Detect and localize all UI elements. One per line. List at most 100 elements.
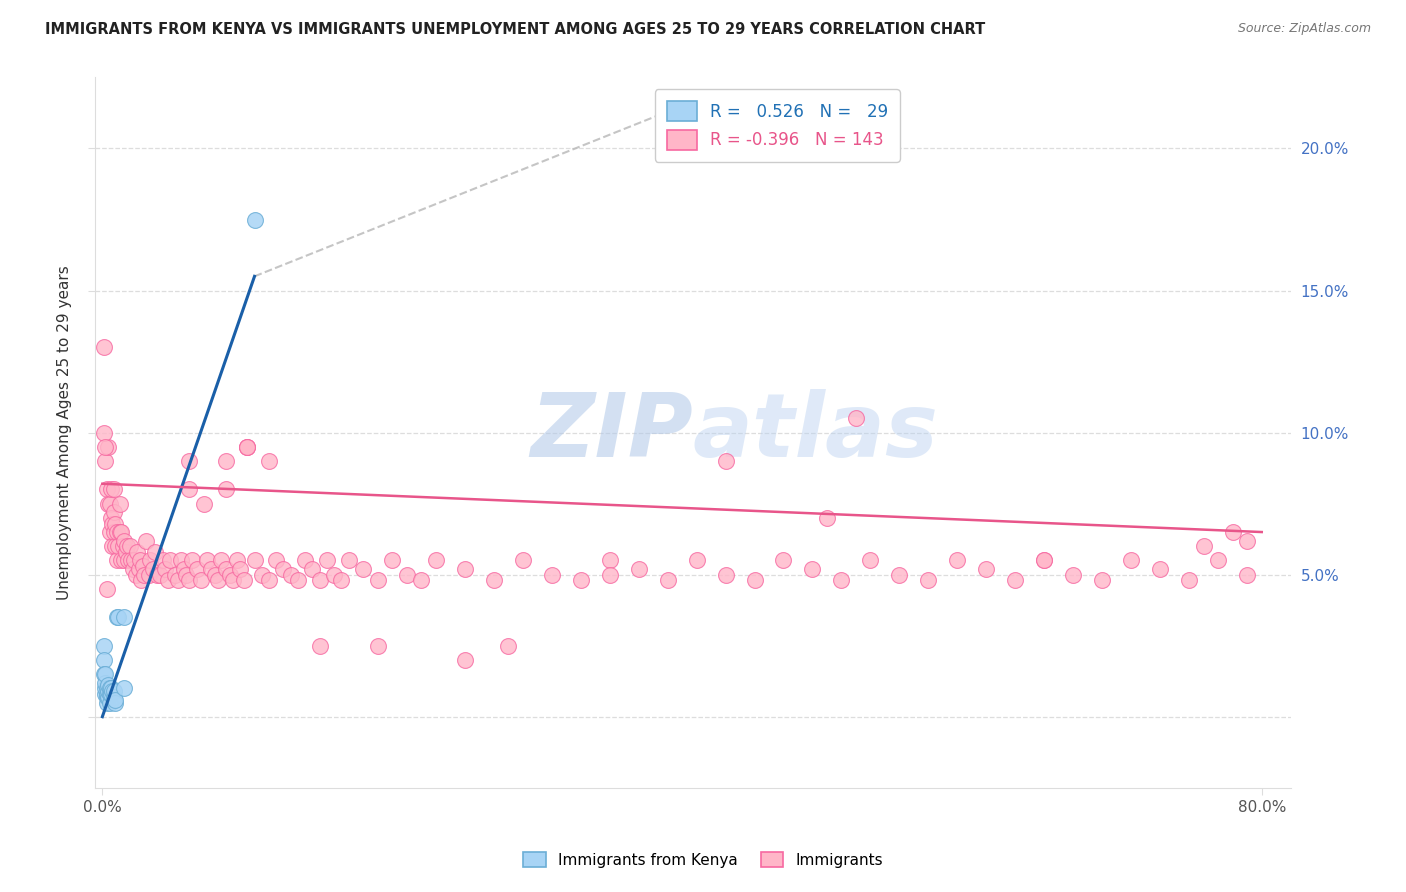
Point [96,696,118,710]
Point [104,539,127,553]
Point [323,567,346,582]
Point [97,497,120,511]
Point [100,681,122,696]
Point [1236,567,1258,582]
Point [146,567,169,582]
Point [105,553,128,567]
Point [103,524,125,539]
Point [193,497,215,511]
Point [453,562,475,576]
Point [214,454,236,468]
Text: Source: ZipAtlas.com: Source: ZipAtlas.com [1237,22,1371,36]
Point [108,497,131,511]
Point [179,454,201,468]
Point [103,684,125,698]
Point [139,553,162,567]
Point [152,553,174,567]
Point [134,567,156,582]
Point [257,574,280,588]
Point [264,553,287,567]
Point [135,533,157,548]
Point [1004,574,1026,588]
Point [179,483,201,497]
Point [112,533,135,548]
Point [121,562,143,576]
Point [105,610,128,624]
Point [209,553,232,567]
Point [772,553,794,567]
Point [195,553,218,567]
Point [101,684,124,698]
Point [117,553,139,567]
Point [229,562,252,576]
Point [100,511,122,525]
Point [97,690,120,704]
Point [96,483,118,497]
Point [214,483,236,497]
Point [186,562,208,576]
Point [96,690,118,704]
Point [111,539,134,553]
Point [599,553,621,567]
Point [815,511,838,525]
Text: atlas: atlas [693,389,939,476]
Point [243,212,266,227]
Point [214,562,236,576]
Point [207,574,229,588]
Point [96,687,118,701]
Point [129,553,152,567]
Point [569,574,592,588]
Point [132,559,155,574]
Point [93,340,115,354]
Point [889,567,911,582]
Point [110,524,132,539]
Point [657,574,679,588]
Point [1062,567,1084,582]
Point [94,675,117,690]
Point [104,696,127,710]
Point [1033,553,1056,567]
Point [1149,562,1171,576]
Point [94,681,117,696]
Point [98,696,121,710]
Point [120,553,142,567]
Point [1206,553,1229,567]
Point [114,545,136,559]
Point [97,684,120,698]
Point [173,562,195,576]
Point [512,553,534,567]
Legend: R =   0.526   N =   29, R = -0.396   N = 143: R = 0.526 N = 29, R = -0.396 N = 143 [655,89,900,161]
Point [166,574,188,588]
Point [97,440,120,454]
Point [308,639,330,653]
Point [599,567,621,582]
Point [104,692,127,706]
Point [103,483,125,497]
Point [714,567,737,582]
Point [112,610,135,624]
Point [917,574,939,588]
Point [859,553,882,567]
Point [233,574,256,588]
Point [103,690,125,704]
Point [236,440,259,454]
Point [179,574,201,588]
Point [110,553,132,567]
Point [103,505,125,519]
Point [308,574,330,588]
Point [93,653,115,667]
Point [94,667,117,681]
Point [104,516,127,531]
Point [294,553,316,567]
Point [273,562,295,576]
Point [496,639,519,653]
Point [1178,574,1201,588]
Point [280,567,302,582]
Point [801,562,824,576]
Point [1222,524,1244,539]
Point [156,574,179,588]
Point [946,553,969,567]
Point [287,574,309,588]
Point [200,562,222,576]
Point [94,454,117,468]
